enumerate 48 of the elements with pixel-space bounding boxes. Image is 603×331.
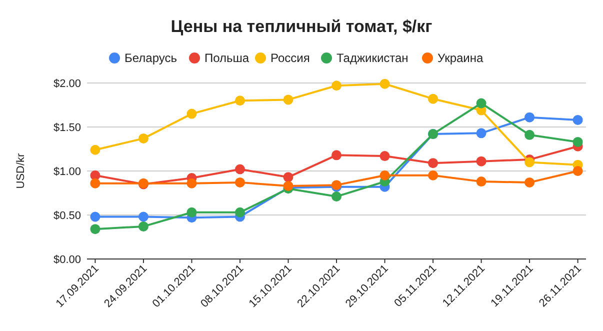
point [138,221,148,232]
point [90,144,100,155]
y-tick-label: $1.50 [53,122,81,134]
point [476,176,486,187]
point [572,166,583,176]
point [380,151,390,162]
chart-title: Цены на тепличный томат, $/кг [170,17,432,36]
legend-label: Россия [270,51,310,65]
point [283,94,294,105]
legend-label: Таджикистан [336,51,408,65]
point [332,80,342,91]
point [476,98,486,108]
y-tick-label: $0.00 [53,254,81,266]
y-tick-label: $0.50 [53,210,81,222]
point [524,112,535,122]
point [524,177,535,188]
point [476,156,486,166]
point [428,94,438,104]
legend-label: Польша [204,51,250,65]
point [90,212,100,222]
y-tick-label: $2.00 [53,78,81,90]
point [186,178,197,188]
point [380,78,390,89]
point [332,192,342,202]
point [234,96,245,106]
point [138,133,148,144]
point [234,164,245,174]
point [234,207,245,218]
point [524,130,535,140]
point [234,177,245,188]
point [283,172,294,182]
point [90,178,100,188]
y-axis-title: USD/kr [15,152,27,189]
y-tick-label: $1.00 [53,166,81,178]
point [428,170,438,180]
point [572,114,583,125]
point [186,207,197,218]
point [476,128,486,138]
point [524,157,535,168]
point [332,150,342,160]
legend-label: Беларусь [124,51,177,65]
legend-label: Украина [438,51,484,65]
point [138,212,148,222]
point [90,224,100,234]
point [572,136,583,147]
point [428,158,438,168]
point [186,108,197,119]
point [380,170,390,180]
